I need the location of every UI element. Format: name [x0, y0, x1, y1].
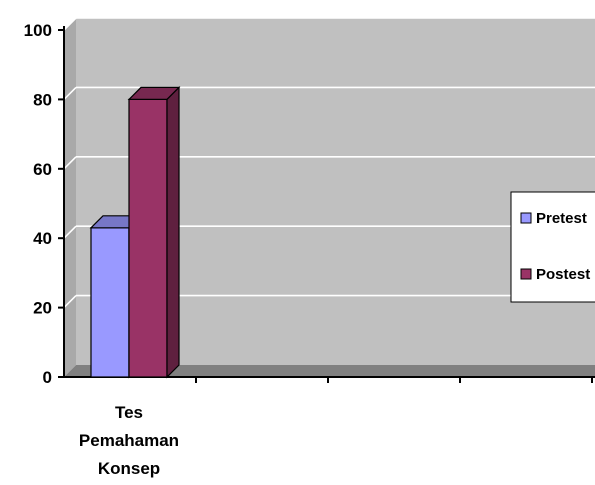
gridline-side	[63, 86, 77, 100]
gridline-side	[63, 17, 77, 31]
gridline-side	[63, 295, 77, 309]
legend-swatch-postest	[520, 268, 532, 280]
legend-box	[510, 191, 595, 303]
legend-swatch-pretest	[520, 212, 532, 224]
y-tick-label: 0	[43, 368, 52, 387]
y-tick-label: 20	[33, 299, 52, 318]
y-tick-label: 40	[33, 229, 52, 248]
x-axis-labels: Tes Pemahaman Konsep	[79, 403, 179, 478]
gridline-side	[63, 225, 77, 239]
y-tick-label: 60	[33, 160, 52, 179]
x-category-label-line: Pemahaman	[79, 431, 179, 450]
x-category-label-line: Tes	[115, 403, 143, 422]
legend-label-pretest: Pretest	[536, 210, 587, 227]
y-axis-ticks: 0 20 40 60 80 100	[24, 21, 64, 387]
bar-front	[128, 98, 168, 378]
y-tick-label: 80	[33, 90, 52, 109]
side-wall	[64, 18, 76, 377]
bar-front	[90, 227, 130, 378]
gridline-side	[63, 156, 77, 170]
bars	[89, 85, 181, 379]
bar-side	[166, 85, 180, 379]
legend-label-postest: Postest	[536, 266, 590, 283]
bar-postest	[127, 85, 181, 379]
x-category-label-line: Konsep	[98, 459, 160, 478]
y-tick-label: 100	[24, 21, 52, 40]
floor	[64, 365, 595, 377]
legend: Pretest Postest	[510, 191, 595, 303]
